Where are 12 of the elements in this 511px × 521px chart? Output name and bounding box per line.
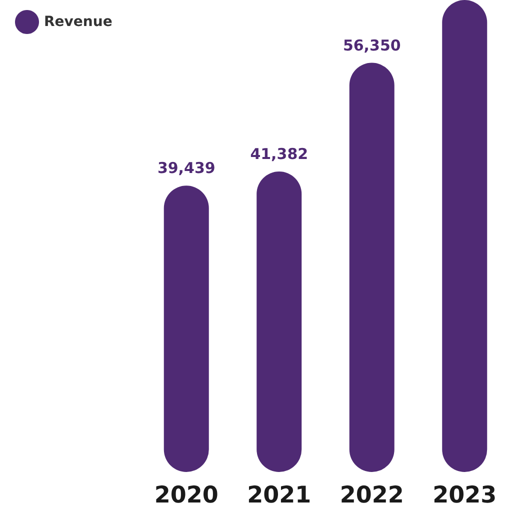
- bar: [164, 186, 209, 472]
- legend-label: Revenue: [44, 14, 112, 30]
- data-label: 39,439: [157, 159, 216, 178]
- x-tick-label: 2020: [154, 482, 218, 508]
- bar: [442, 0, 488, 472]
- x-tick-label: 2022: [340, 482, 404, 508]
- x-tick-label: 2023: [432, 482, 497, 508]
- bar: [349, 62, 394, 472]
- data-label: 56,350: [342, 36, 401, 54]
- bar: [256, 172, 302, 472]
- x-tick-label: 2021: [247, 482, 312, 508]
- data-label: 41,382: [250, 145, 308, 164]
